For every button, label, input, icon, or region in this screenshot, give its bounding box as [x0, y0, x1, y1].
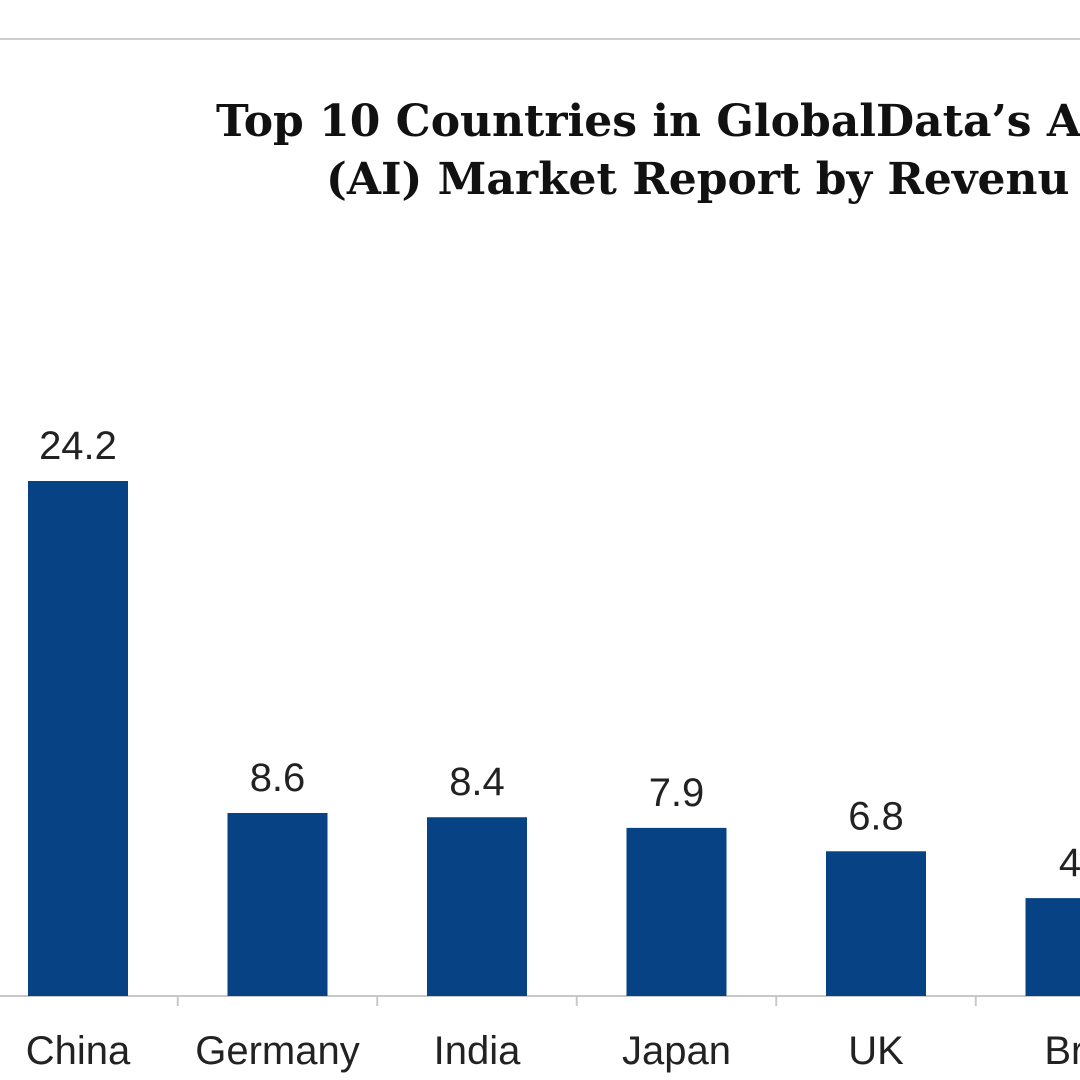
data-label: 8.6 — [250, 756, 306, 800]
data-label: 8.4 — [449, 760, 505, 804]
bar-germany — [227, 812, 328, 996]
x-tick-label: China — [26, 1029, 131, 1073]
data-label: 4. — [1059, 841, 1080, 885]
chart-title-line-1: Top 10 Countries in GlobalData’s A — [216, 96, 1080, 147]
bar-japan — [626, 827, 727, 996]
bar-uk — [826, 851, 926, 996]
top-divider — [0, 38, 1080, 40]
data-label: 24.2 — [39, 424, 117, 468]
x-tick-label: India — [434, 1029, 521, 1073]
bar-bra — [1025, 898, 1080, 996]
chart-title-line-2: (AI) Market Report by Revenu — [326, 154, 1070, 205]
x-tick-label: Bra — [1044, 1029, 1080, 1073]
data-label: 6.8 — [848, 794, 904, 838]
x-tick-label: Germany — [195, 1029, 360, 1073]
bar-china — [28, 481, 128, 996]
bar-india — [427, 817, 527, 996]
data-label: 7.9 — [649, 771, 705, 815]
x-tick-label: UK — [848, 1029, 904, 1073]
x-tick-label: Japan — [622, 1029, 731, 1073]
chart-title: Top 10 Countries in GlobalData’s A (AI) … — [0, 94, 1080, 214]
